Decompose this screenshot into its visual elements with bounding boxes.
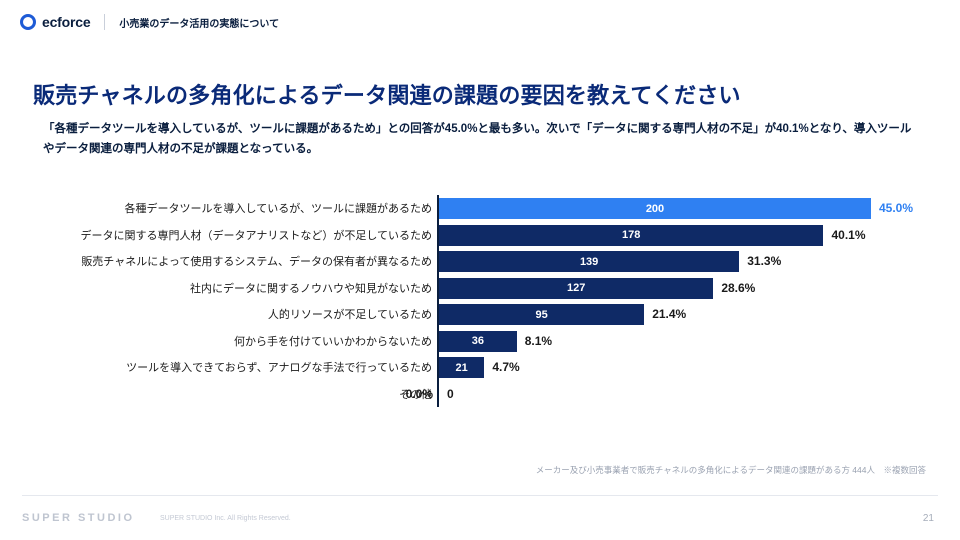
chart-row: ツールを導入できておらず、アナログな手法で行っているため 21 4.7% [0,354,960,381]
chart-bar: 178 [439,225,823,246]
chart-bar-percent: 40.1% [831,222,865,249]
chart-bar-value: 95 [535,309,547,321]
header-subtitle: 小売業のデータ活用の実態について [119,15,279,30]
chart-bar-value: 200 [646,203,664,215]
chart-footnote: メーカー及び小売事業者で販売チャネルの多角化によるデータ関連の課題がある方 44… [536,464,926,476]
chart-bar-percent: 21.4% [652,301,686,328]
chart-row: その他0.0%0 [0,381,960,408]
slide: ecforce 小売業のデータ活用の実態について 販売チャネルの多角化によるデー… [0,0,960,540]
chart-row-label: ツールを導入できておらず、アナログな手法で行っているため [126,354,432,381]
chart-bar-percent: 0.0% [406,381,433,408]
bar-chart: 各種データツールを導入しているが、ツールに課題があるため20045.0%データに… [0,195,960,407]
chart-bar-percent: 31.3% [747,248,781,275]
chart-bar-percent: 45.0% [879,195,913,222]
chart-bar-value: 36 [472,335,484,347]
chart-bar-value: 178 [622,229,640,241]
chart-row: データに関する専門人材（データアナリストなど）が不足しているため 178 40.1% [0,222,960,249]
chart-row: 各種データツールを導入しているが、ツールに課題があるため 200 45.0% [0,195,960,222]
header: ecforce 小売業のデータ活用の実態について [20,14,279,30]
chart-bar: 139 [439,251,739,272]
chart-bar-percent: 8.1% [525,328,552,355]
chart-row: 人的リソースが不足しているため 95 21.4% [0,301,960,328]
chart-bar-value: 21 [456,362,468,374]
page-number: 21 [923,513,934,524]
header-divider [104,14,105,30]
chart-row-label: 販売チャネルによって使用するシステム、データの保有者が異なるため [81,248,432,275]
chart-bar: 127 [439,278,713,299]
chart-bar: 200 [439,198,871,219]
chart-row-label: 社内にデータに関するノウハウや知見がないため [190,275,432,302]
chart-bar-value: 127 [567,282,585,294]
chart-bar-value: 0 [447,381,454,408]
footer-brand: SUPER STUDIO [22,512,135,524]
chart-bar: 95 [439,304,644,325]
page-subtitle: 「各種データツールを導入しているが、ツールに課題があるため」との回答が45.0%… [43,120,920,159]
page-title: 販売チャネルの多角化によるデータ関連の課題の要因を教えてください [33,78,741,110]
chart-row-label: 各種データツールを導入しているが、ツールに課題があるため [125,195,432,222]
chart-bar-percent: 4.7% [492,354,519,381]
chart-row: 販売チャネルによって使用するシステム、データの保有者が異なるため 139 31.3% [0,248,960,275]
chart-bar-value: 139 [580,256,598,268]
brand-logo-icon [20,14,36,30]
chart-bar-percent: 28.6% [721,275,755,302]
footer-divider [22,495,938,496]
chart-row: 社内にデータに関するノウハウや知見がないため 127 28.6% [0,275,960,302]
chart-bar: 36 [439,331,517,352]
brand-name: ecforce [42,14,90,30]
chart-row-label: 何から手を付けていいかわからないため [234,328,432,355]
chart-bar: 21 [439,357,484,378]
brand-logo: ecforce [20,14,90,30]
chart-row-label: データに関する専門人材（データアナリストなど）が不足しているため [81,222,432,249]
chart-row-label: 人的リソースが不足しているため [268,301,432,328]
footer-copyright: SUPER STUDIO Inc. All Rights Reserved. [160,515,291,522]
chart-row: 何から手を付けていいかわからないため 36 8.1% [0,328,960,355]
